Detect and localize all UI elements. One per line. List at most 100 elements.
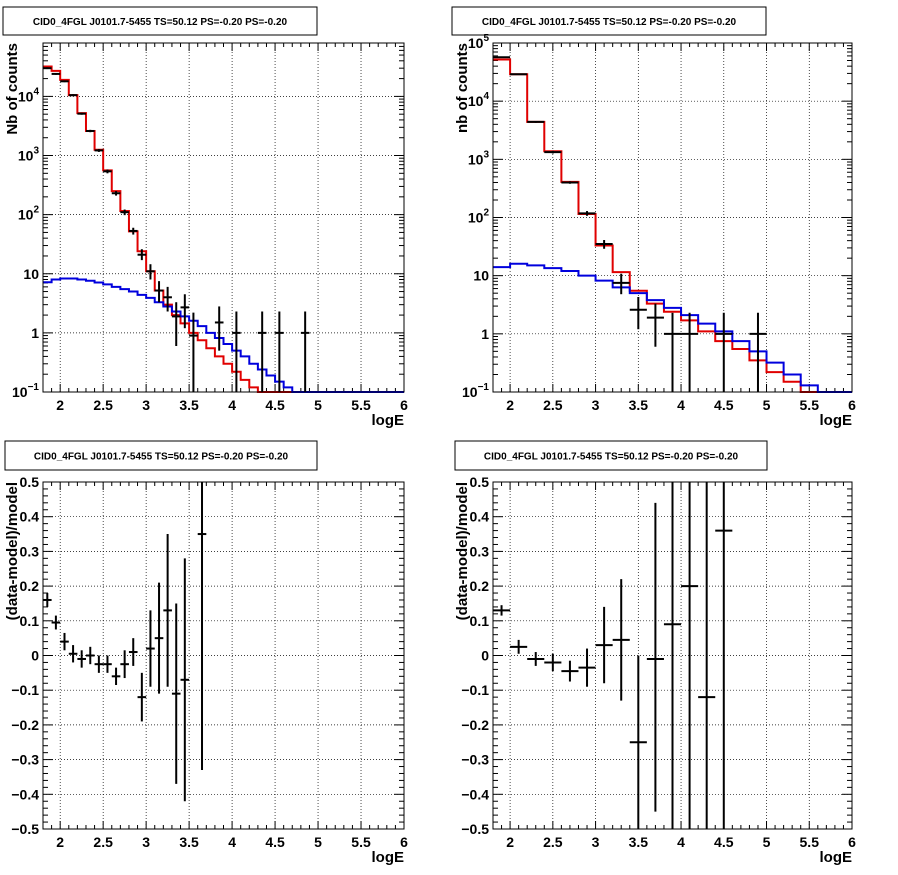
data-point (197, 482, 207, 771)
y-tick-label: 102 (468, 208, 490, 226)
data-point (527, 652, 545, 666)
data-point (180, 294, 190, 329)
data-point (120, 209, 129, 216)
data-point (60, 632, 69, 651)
y-tick-label-base: 10 (12, 384, 28, 400)
data-point (561, 181, 579, 184)
data-point (137, 672, 147, 722)
y-tick-label: 0.1 (20, 613, 40, 629)
data-point (180, 558, 190, 802)
x-tick-label: 6 (848, 397, 856, 413)
data-point (163, 534, 172, 687)
y-tick-label-base: 10 (468, 210, 484, 226)
x-axis-title: logE (372, 412, 405, 429)
x-tick-label: 3.5 (629, 834, 649, 850)
data-point (510, 73, 528, 76)
chart-title: CID0_4FGL J0101.7-5455 TS=50.12 PS=-0.20… (482, 17, 737, 28)
data-point (300, 311, 310, 392)
panel-bottom-left: CID0_4FGL J0101.7-5455 TS=50.12 PS=-0.20… (4, 440, 408, 866)
y-tick-label-exponent: −1 (478, 382, 490, 393)
y-tick-label: 0.5 (470, 474, 490, 490)
y-tick-label: 0.2 (20, 578, 40, 594)
data-point (232, 311, 241, 392)
axis-ticks (492, 481, 853, 830)
axis-ticks (492, 43, 853, 393)
y-tick-label: 103 (18, 146, 40, 164)
data-point (137, 249, 147, 261)
y-tick-label-base: 1 (31, 325, 39, 341)
y-tick-label: 10−1 (462, 382, 489, 400)
data-point (103, 655, 112, 673)
x-tick-label: 2.5 (93, 834, 113, 850)
data-points (43, 67, 310, 392)
y-tick-label: 10 (23, 266, 39, 282)
data-point (51, 72, 61, 75)
data-point (94, 655, 104, 673)
y-tick-label: 0.4 (470, 509, 490, 525)
data-point (578, 211, 596, 216)
y-tick-label: 0 (481, 648, 489, 664)
data-point (68, 645, 78, 663)
data-point (43, 67, 52, 70)
panel-top-right: CID0_4FGL J0101.7-5455 TS=50.12 PS=-0.20… (451, 6, 856, 429)
data-point (171, 603, 181, 784)
y-axis-title: Nb of counts (4, 43, 21, 135)
data-point (128, 227, 138, 235)
data-point (120, 650, 129, 679)
data-points (43, 482, 207, 802)
data-point (68, 94, 78, 97)
series-background-model (43, 277, 404, 393)
data-point (154, 281, 164, 303)
data-point (60, 80, 69, 83)
data-point (595, 606, 613, 684)
data-point (578, 648, 596, 687)
y-tick-label: −0.2 (11, 717, 39, 733)
y-tick-label-exponent: 2 (483, 208, 489, 219)
x-tick-label: 4 (677, 834, 685, 850)
data-point (681, 312, 699, 392)
y-tick-label-exponent: 4 (483, 91, 489, 102)
y-tick-label: 10 (473, 268, 489, 284)
y-tick-label-base: 10 (468, 93, 484, 109)
y-tick-label-exponent: 4 (33, 86, 39, 97)
x-tick-label: 3.5 (629, 397, 649, 413)
plot-frame (492, 42, 853, 393)
data-point (595, 240, 613, 249)
x-tick-label: 6 (848, 834, 856, 850)
data-point (51, 615, 61, 630)
x-tick-label: 2.5 (543, 834, 563, 850)
series-background-model (493, 262, 852, 393)
plot-frame (42, 481, 405, 830)
y-tick-label: 102 (18, 205, 40, 223)
x-tick-label: 4 (228, 834, 236, 850)
y-tick-label-base: 1 (481, 326, 489, 342)
x-tick-label: 4 (228, 397, 236, 413)
title-box (4, 440, 318, 471)
data-points (493, 482, 733, 829)
data-point (698, 482, 716, 829)
x-tick-label: 4.5 (265, 834, 285, 850)
data-point (646, 303, 664, 347)
y-tick-label: 104 (18, 86, 40, 104)
x-tick-label: 5.5 (351, 834, 371, 850)
y-tick-label: −0.5 (461, 821, 489, 837)
y-tick-label: 10−1 (12, 382, 39, 400)
y-tick-label: 103 (468, 149, 490, 167)
data-point (646, 502, 664, 812)
x-tick-label: 5 (763, 834, 771, 850)
title-box (454, 440, 768, 471)
x-tick-label: 3.5 (179, 834, 199, 850)
y-tick-label-exponent: 3 (33, 146, 39, 157)
x-axis-title: logE (820, 412, 853, 429)
x-tick-label: 3 (142, 397, 150, 413)
x-tick-label: 4.5 (714, 834, 734, 850)
y-tick-label: −0.3 (461, 752, 489, 768)
data-point (544, 150, 562, 154)
data-point (171, 302, 181, 346)
y-tick-label-exponent: 2 (33, 205, 39, 216)
y-tick-label: −0.1 (11, 682, 39, 698)
y-axis-title: (data-model)/model (4, 482, 21, 620)
x-tick-label: 3.5 (179, 397, 199, 413)
grid (43, 482, 404, 829)
y-tick-label: 0.2 (470, 578, 490, 594)
